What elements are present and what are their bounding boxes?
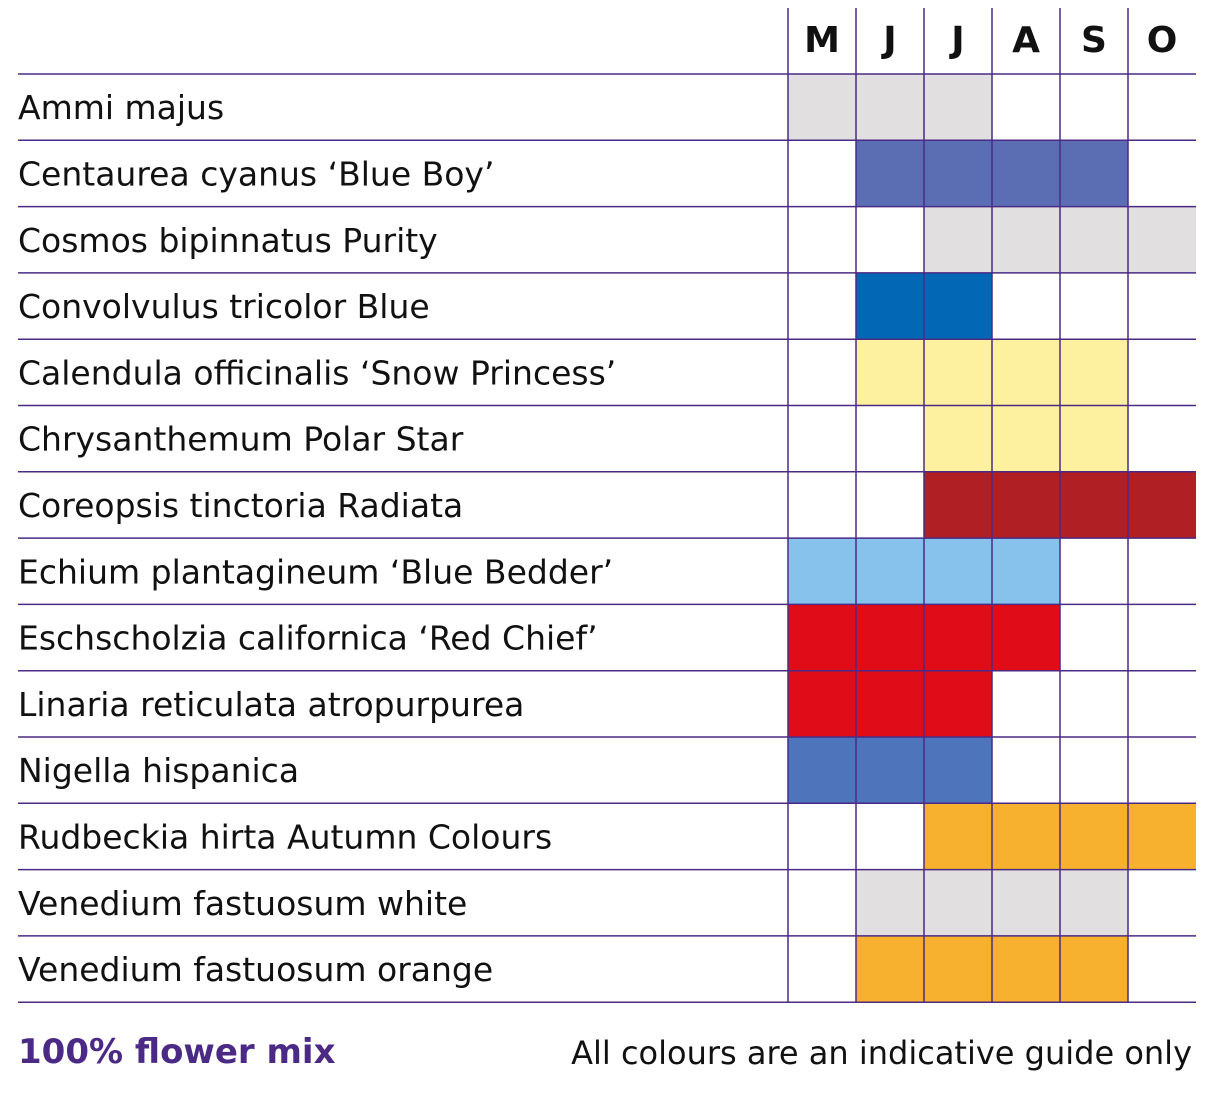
- flowering-cell: [788, 604, 856, 671]
- plant-name: Venedium fastuosum orange: [18, 950, 493, 989]
- flowering-cell: [1128, 803, 1196, 870]
- flowering-cell: [992, 206, 1060, 273]
- month-label: S: [1081, 20, 1107, 61]
- flowering-cell: [1060, 869, 1128, 936]
- flowering-cell: [856, 604, 924, 671]
- plant-name: Rudbeckia hirta Autumn Colours: [18, 817, 552, 856]
- flowering-cell: [924, 803, 992, 870]
- flowering-cell: [992, 471, 1060, 539]
- plant-name: Ammi majus: [18, 88, 224, 127]
- flowering-cell: [1060, 339, 1128, 406]
- flowering-cell: [856, 140, 924, 207]
- flowering-cell: [924, 604, 992, 671]
- flowering-cell: [788, 74, 856, 141]
- flowering-cell: [924, 140, 992, 207]
- plant-name: Cosmos bipinnatus Purity: [18, 221, 438, 260]
- month-label: O: [1147, 20, 1178, 61]
- flowering-cell: [992, 803, 1060, 870]
- mix-label: 100% flower mix: [18, 1032, 336, 1072]
- plant-name: Linaria reticulata atropurpurea: [18, 685, 524, 724]
- plant-name: Echium plantagineum ‘Blue Bedder’: [18, 552, 613, 591]
- flowering-cell: [924, 935, 992, 1003]
- flowering-cell: [924, 206, 992, 273]
- flowering-cell: [856, 869, 924, 936]
- plant-name: Venedium fastuosum white: [18, 884, 467, 923]
- plant-name: Centaurea cyanus ‘Blue Boy’: [18, 154, 494, 193]
- flowering-cell: [1060, 935, 1128, 1003]
- month-label: J: [948, 20, 964, 61]
- chart-grid: [18, 8, 1196, 1003]
- plant-name: Calendula officinalis ‘Snow Princess’: [18, 353, 616, 392]
- flowering-cell: [992, 604, 1060, 671]
- flowering-cell: [856, 670, 924, 737]
- flowering-cell: [992, 869, 1060, 936]
- flowering-cell: [924, 74, 992, 141]
- plant-name: Eschscholzia californica ‘Red Chief’: [18, 619, 598, 658]
- flowering-cell: [992, 935, 1060, 1003]
- flowering-cell: [856, 538, 924, 605]
- flowering-cell: [924, 737, 992, 804]
- plant-name: Coreopsis tinctoria Radiata: [18, 486, 463, 525]
- flowering-cell: [1128, 206, 1196, 273]
- month-label: J: [880, 20, 896, 61]
- flowering-cell: [788, 538, 856, 605]
- flowering-cell: [992, 339, 1060, 406]
- flowering-cell: [1128, 471, 1196, 539]
- plant-name: Convolvulus tricolor Blue: [18, 287, 430, 326]
- flowering-cell: [924, 471, 992, 539]
- plant-labels: Ammi majus Centaurea cyanus ‘Blue Boy’ Cos…: [18, 88, 616, 989]
- flowering-cell: [1060, 206, 1128, 273]
- month-label: A: [1012, 20, 1040, 61]
- month-label: M: [804, 20, 840, 61]
- flowering-cell: [1060, 803, 1128, 870]
- flowering-cell: [788, 670, 856, 737]
- flowering-cell: [992, 405, 1060, 472]
- flowering-cell: [788, 737, 856, 804]
- flowering-cell: [856, 272, 924, 340]
- flowering-cell: [1060, 405, 1128, 472]
- flowering-cell: [924, 869, 992, 936]
- flowering-cell: [924, 405, 992, 472]
- flowering-cell: [856, 339, 924, 406]
- flowering-cell: [856, 935, 924, 1003]
- plant-name: Chrysanthemum Polar Star: [18, 420, 464, 459]
- flowering-cell: [924, 538, 992, 605]
- flowering-cell: [992, 538, 1060, 605]
- flowering-cell: [924, 339, 992, 406]
- flowering-cell: [1060, 471, 1128, 539]
- flowering-cell: [924, 670, 992, 737]
- flowering-cell: [1060, 140, 1128, 207]
- colour-disclaimer: All colours are an indicative guide only: [571, 1034, 1192, 1072]
- flowering-cells: [788, 74, 1196, 1003]
- flowering-cell: [856, 737, 924, 804]
- flowering-cell: [924, 272, 992, 340]
- flowering-cell: [856, 74, 924, 141]
- flowering-cell: [992, 140, 1060, 207]
- plant-name: Nigella hispanica: [18, 751, 299, 790]
